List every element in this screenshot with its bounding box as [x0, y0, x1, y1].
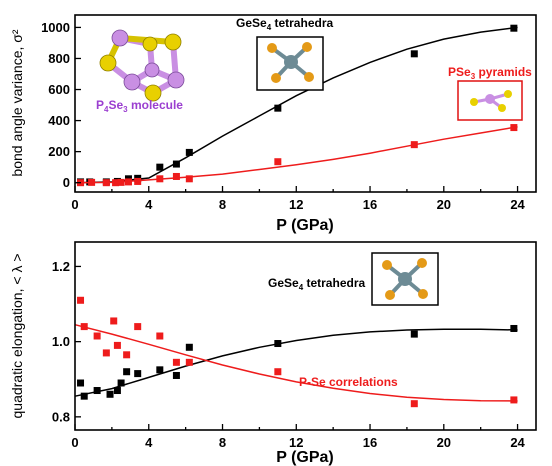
top-y-tick-label: 400 [48, 113, 70, 128]
top-red-series-point [124, 178, 132, 186]
bottom-red-series-point [102, 349, 110, 357]
top-black-series-point [410, 50, 418, 58]
bottom-red-series-point [410, 400, 418, 408]
panel-top: 0 4 8 12 16 20 24 0 200 400 600 800 1000 P (GPa) bo… [9, 14, 537, 234]
bottom-y-axis-label: quadratic elongation, < λ > [9, 253, 25, 418]
bottom-red-series-point [185, 358, 193, 366]
top-red-series-fit-line [74, 126, 518, 184]
bottom-red-series-point [172, 358, 180, 366]
bottom-red-series-point [123, 351, 131, 359]
top-red-series-point [274, 158, 282, 166]
top-black-series-fit-line [74, 26, 518, 184]
bottom-x-tick-label: 0 [71, 435, 78, 450]
top-y-ticks: 0 200 400 600 800 1000 [41, 20, 81, 190]
bottom-red-series-point [274, 368, 282, 376]
top-x-tick-label: 8 [219, 197, 226, 212]
bottom-gese4-tetrahedron-image [382, 258, 428, 300]
pse3-inset-box [457, 80, 523, 121]
top-gese4-tetrahedron-image [267, 42, 314, 83]
top-x-tick-label: 16 [363, 197, 377, 212]
top-x-axis-label: P (GPa) [276, 217, 334, 234]
bottom-y-tick-label: 1.2 [52, 259, 70, 274]
bottom-black-series-point [106, 390, 114, 398]
top-black-series-point [274, 104, 282, 112]
bottom-x-axis-label: P (GPa) [276, 449, 334, 466]
bottom-black-series-point [123, 368, 131, 376]
top-red-series-point [112, 179, 120, 187]
bottom-x-tick-label: 8 [219, 435, 226, 450]
bottom-black-series-point [510, 324, 518, 332]
bottom-x-ticks: 0 4 8 12 16 20 24 [71, 424, 526, 450]
top-red-series-point [510, 124, 518, 132]
top-red-series-point [410, 141, 418, 149]
bottom-black-series-point [117, 379, 125, 387]
top-black-series-point [510, 24, 518, 32]
bottom-red-series-point [113, 341, 121, 349]
bottom-red-series-point [110, 317, 118, 325]
bottom-x-tick-label: 20 [437, 435, 451, 450]
top-plot-area [74, 24, 518, 187]
top-red-series-point [185, 175, 193, 183]
top-y-tick-label: 200 [48, 144, 70, 159]
pse3-pyramid-image [470, 90, 512, 112]
bottom-red-series-point [134, 323, 142, 331]
bottom-y-tick-label: 1.0 [52, 334, 70, 349]
top-red-series-point [117, 178, 125, 186]
top-black-series-point [172, 160, 180, 168]
bottom-axes-frame [74, 241, 537, 431]
bottom-x-tick-label: 24 [510, 435, 525, 450]
bottom-x-tick-label: 16 [363, 435, 377, 450]
top-red-series-point [134, 177, 142, 185]
panel-bottom: 0 4 8 12 16 20 24 0.8 1.0 1.2 P (GPa) quadratic … [9, 241, 537, 466]
top-x-tick-label: 20 [437, 197, 451, 212]
top-gese4-label: GeSe4 tetrahedra [236, 16, 333, 32]
bottom-black-series-point [156, 366, 164, 374]
top-y-tick-label: 800 [48, 51, 70, 66]
top-red-series-point [172, 172, 180, 180]
bottom-black-series-fit-line [74, 328, 518, 397]
bottom-red-series-point [510, 396, 518, 404]
bottom-red-series-fit-line [74, 323, 518, 402]
bottom-red-series-point [80, 323, 88, 331]
bottom-y-tick-label: 0.8 [52, 409, 70, 424]
top-red-series-point [102, 179, 110, 187]
top-black-series-point [185, 148, 193, 156]
bottom-black-series-point [185, 343, 193, 351]
bottom-gese4-label: GeSe4 tetrahedra [268, 276, 365, 292]
p4se3-molecule-image [99, 29, 185, 102]
pse3-pyramids-label: PSe3 pyramids [448, 65, 532, 81]
pse-correlations-label: P-Se correlations [299, 375, 398, 389]
top-red-series-point [88, 178, 96, 186]
bottom-black-series-point [274, 340, 282, 348]
bottom-black-series-point [410, 330, 418, 338]
bottom-black-series-point [80, 392, 88, 400]
bottom-black-series-point [113, 387, 121, 395]
top-y-axis-label: bond angle variance, σ² [9, 29, 25, 177]
top-black-series-point [156, 163, 164, 171]
bottom-y-ticks: 0.8 1.0 1.2 [52, 259, 81, 424]
top-axes-frame [74, 14, 537, 193]
bottom-plot-area [74, 296, 518, 408]
top-x-tick-label: 24 [510, 197, 525, 212]
bottom-black-series-point [77, 379, 85, 387]
top-y-tick-label: 0 [63, 175, 70, 190]
bottom-black-series-point [93, 387, 101, 395]
top-x-tick-label: 0 [71, 197, 78, 212]
bottom-x-tick-label: 4 [145, 435, 153, 450]
bottom-black-series-point [172, 371, 180, 379]
bottom-red-series-point [93, 332, 101, 340]
top-x-tick-label: 4 [145, 197, 153, 212]
top-y-tick-label: 1000 [41, 20, 70, 35]
bottom-x-tick-label: 12 [289, 435, 303, 450]
top-y-tick-label: 600 [48, 82, 70, 97]
p4se3-molecule-label: P4Se3 molecule [96, 98, 183, 114]
bottom-red-series-point [156, 332, 164, 340]
bottom-red-series-point [77, 296, 85, 304]
top-x-tick-label: 12 [289, 197, 303, 212]
top-red-series-point [156, 175, 164, 183]
bottom-black-series-point [134, 370, 142, 378]
top-x-ticks: 0 4 8 12 16 20 24 [71, 186, 526, 212]
